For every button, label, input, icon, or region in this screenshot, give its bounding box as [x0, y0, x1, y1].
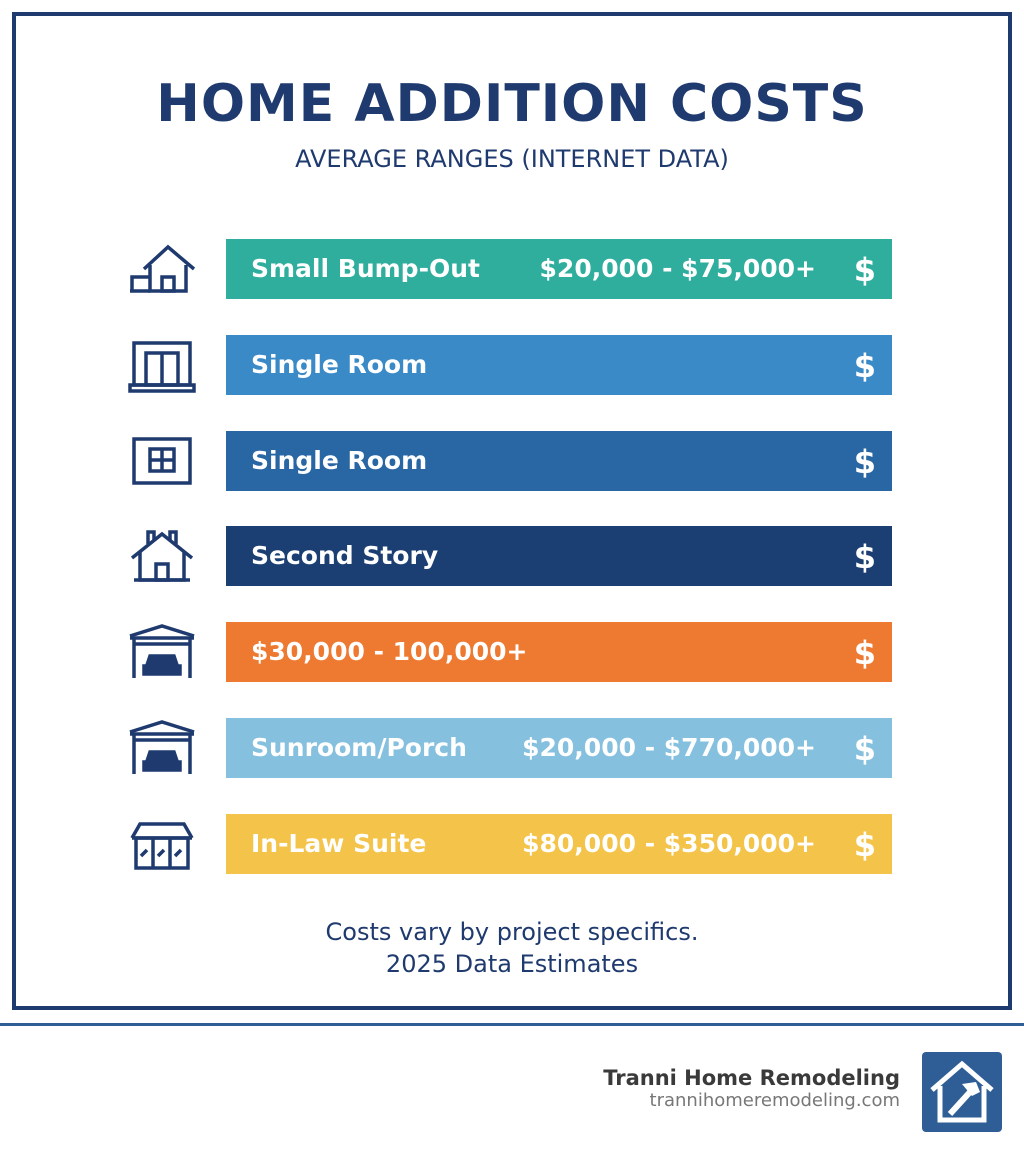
house-hammer-icon	[922, 1052, 1002, 1132]
cost-bar: Small Bump-Out $20,000 - $75,000+ $	[226, 239, 892, 299]
cost-label: In-Law Suite	[251, 829, 427, 858]
cost-label: Single Room	[251, 350, 428, 379]
divider	[0, 1023, 1024, 1026]
dollar-icon: $	[853, 730, 876, 768]
brand-block: Tranni Home Remodeling trannihomeremodel…	[603, 1066, 900, 1111]
cost-label: $30,000 - 100,000+	[251, 637, 528, 666]
cost-bar: Sunroom/Porch $20,000 - $770,000+ $	[226, 718, 892, 778]
dollar-icon: $	[853, 826, 876, 864]
cost-bar: $30,000 - 100,000+ $	[226, 622, 892, 682]
footer-note: Costs vary by project specifics.	[325, 918, 699, 946]
cost-bar: Single Room $	[226, 335, 892, 395]
sunroom-icon	[124, 814, 200, 874]
cost-bar: Second Story $	[226, 526, 892, 586]
dollar-icon: $	[853, 347, 876, 385]
cost-label: Sunroom/Porch	[251, 733, 467, 762]
page-title: HOME ADDITION COSTS	[156, 74, 868, 134]
garage-car-icon	[124, 622, 200, 682]
dollar-icon: $	[853, 443, 876, 481]
dollar-icon: $	[853, 538, 876, 576]
cost-bar: In-Law Suite $80,000 - $350,000+ $	[226, 814, 892, 874]
cost-row: Single Room $	[0, 335, 1024, 395]
cost-row: Single Room $	[0, 431, 1024, 491]
cost-row: Sunroom/Porch $20,000 - $770,000+ $	[0, 718, 1024, 778]
footer-estimate: 2025 Data Estimates	[385, 950, 639, 978]
dollar-icon: $	[853, 634, 876, 672]
cost-label: Single Room	[251, 446, 428, 475]
cost-bar: Single Room $	[226, 431, 892, 491]
cost-label: Second Story	[251, 541, 439, 570]
house-chimney-icon	[124, 526, 200, 586]
house-bump-out-icon	[124, 239, 200, 299]
cost-range: $20,000 - $770,000+	[522, 733, 816, 762]
brand-name: Tranni Home Remodeling	[603, 1066, 900, 1090]
cost-range: $80,000 - $350,000+	[522, 829, 816, 858]
carport-car-icon	[124, 718, 200, 778]
cost-range: $20,000 - $75,000+	[539, 254, 816, 283]
cost-label: Small Bump-Out	[251, 254, 480, 283]
room-door-icon	[124, 335, 200, 395]
window-room-icon	[124, 431, 200, 491]
infographic-frame	[12, 12, 1012, 1010]
cost-row: $30,000 - 100,000+ $	[0, 622, 1024, 682]
dollar-icon: $	[853, 251, 876, 289]
page-subtitle: AVERAGE RANGES (INTERNET DATA)	[295, 145, 729, 173]
brand-url[interactable]: trannihomeremodeling.com	[649, 1090, 900, 1111]
cost-row: Small Bump-Out $20,000 - $75,000+ $	[0, 239, 1024, 299]
cost-row: In-Law Suite $80,000 - $350,000+ $	[0, 814, 1024, 874]
cost-row: Second Story $	[0, 526, 1024, 586]
